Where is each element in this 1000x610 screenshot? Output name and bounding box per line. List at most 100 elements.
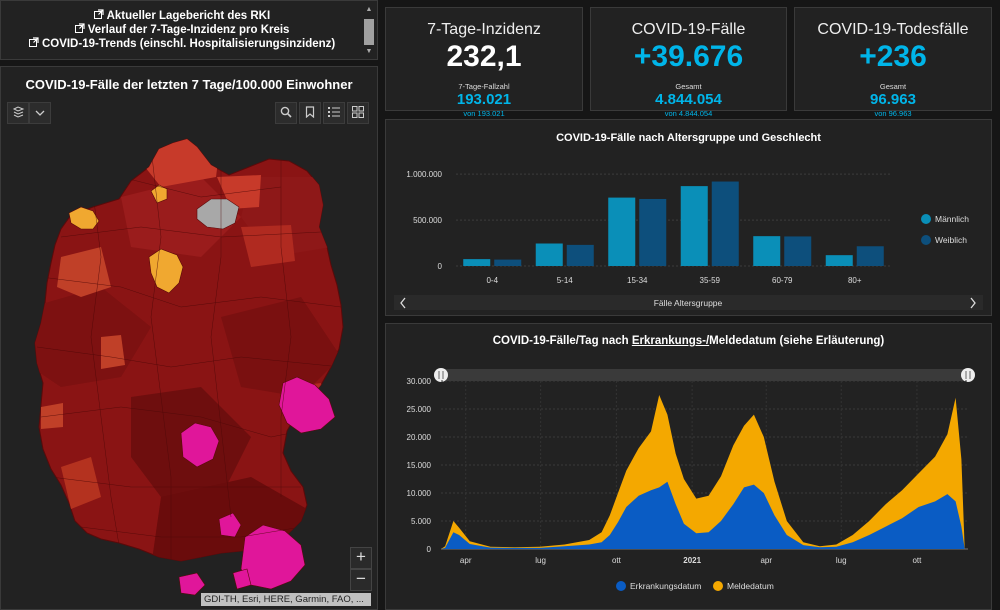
germany-map[interactable] — [1, 137, 377, 607]
bar-female-80+[interactable] — [856, 246, 884, 266]
x-tick-label: lug — [535, 556, 546, 565]
time-range-slider[interactable] — [438, 369, 970, 381]
link-covid-trends-label: COVID-19-Trends (einschl. Hospitalisieru… — [41, 38, 336, 51]
series-erkrankungsdatum-area[interactable] — [441, 481, 968, 549]
scroll-right-icon[interactable] — [970, 297, 976, 309]
x-tick-label: apr — [460, 556, 472, 565]
tode-von: von 96.963 — [874, 109, 912, 118]
age-chart-grid — [456, 173, 891, 267]
y-tick-label: 5.000 — [411, 517, 432, 526]
x-tick-label: lug — [836, 556, 847, 565]
age-chart-title: COVID-19-Fälle nach Altersgruppe und Ges… — [556, 132, 821, 144]
basemap-gallery-button[interactable] — [347, 102, 369, 124]
x-tick-label: 15-34 — [627, 276, 648, 285]
faelle-sub-label: Gesamt — [675, 82, 702, 91]
legend-male-label: Männlich — [935, 214, 969, 224]
bookmark-button[interactable] — [299, 102, 321, 124]
bar-female-35-59[interactable] — [711, 181, 739, 266]
faelle-label: COVID-19-Fälle — [631, 21, 746, 38]
link-covid-trends[interactable]: COVID-19-Trends (einschl. Hospitalisieru… — [1, 37, 363, 51]
y-tick-label: 20.000 — [407, 433, 432, 442]
map-panel: COVID-19-Fälle der letzten 7 Tage/100.00… — [0, 66, 378, 610]
stat-tode: COVID-19-Todesfälle +236 Gesamt 96.963 v… — [794, 7, 992, 118]
legend-female-label: Weiblich — [935, 235, 967, 245]
link-lagebericht[interactable]: Aktueller Lagebericht des RKI — [1, 9, 363, 23]
map-attribution[interactable]: GDI-TH, Esri, HERE, Garmin, FAO, ... — [201, 593, 371, 606]
age-chart-panel: COVID-19-Fälle nach Altersgruppe und Ges… — [385, 119, 992, 316]
legend-melde-label: Meldedatum — [727, 581, 774, 591]
layers-icon — [12, 105, 25, 121]
bar-female-0-4[interactable] — [494, 259, 522, 266]
external-link-icon — [28, 37, 39, 51]
time-title-prefix: COVID-19-Fälle/Tag nach — [492, 335, 632, 347]
time-chart-legend: Erkrankungsdatum Meldedatum — [616, 581, 774, 591]
tode-value: +236 — [859, 40, 927, 73]
x-tick-label: 80+ — [848, 276, 862, 285]
inzidenz-value: 232,1 — [446, 40, 522, 73]
x-tick-label: 5-14 — [557, 276, 574, 285]
zoom-out-button[interactable]: − — [350, 569, 372, 591]
slider-handle-left[interactable] — [434, 368, 448, 382]
links-list: Aktueller Lagebericht des RKI Verlauf de… — [1, 9, 363, 51]
link-lagebericht-label: Aktueller Lagebericht des RKI — [106, 10, 271, 23]
age-scrollbar[interactable] — [394, 295, 983, 310]
bar-male-60-79[interactable] — [753, 236, 781, 266]
time-title-link[interactable]: Erkrankungs-/ — [631, 335, 710, 347]
legend-button[interactable] — [323, 102, 345, 124]
faelle-value: +39.676 — [633, 40, 744, 73]
age-chart-ticks: 0 500.000 1.000.000 0-4 5-14 15-34 35-59 60-79 8… — [406, 170, 861, 285]
inzidenz-sub-value: 193.021 — [456, 91, 512, 108]
x-tick-label: ott — [912, 556, 922, 565]
scroll-up-icon[interactable]: ▲ — [365, 6, 373, 13]
y-tick-label: 25.000 — [407, 405, 432, 414]
x-tick-label: 0-4 — [486, 276, 498, 285]
bar-male-80+[interactable] — [825, 255, 853, 266]
bar-male-0-4[interactable] — [463, 259, 491, 266]
chevron-down-icon — [35, 106, 45, 120]
bar-male-5-14[interactable] — [535, 243, 563, 266]
legend-melde-marker — [713, 581, 723, 591]
x-tick-label: 2021 — [683, 556, 701, 565]
time-chart-panel: COVID-19-Fälle/Tag nach Erkrankungs-/ Mel… — [385, 323, 992, 610]
bar-male-35-59[interactable] — [680, 186, 708, 266]
bar-female-60-79[interactable] — [784, 236, 812, 266]
map-regions — [34, 138, 344, 596]
legend-male-marker — [921, 214, 931, 224]
map-title: COVID-19-Fälle der letzten 7 Tage/100.00… — [25, 77, 353, 92]
search-button[interactable] — [275, 102, 297, 124]
y-tick-label: 10.000 — [407, 489, 432, 498]
bar-female-15-34[interactable] — [639, 198, 667, 266]
link-inzidenz-verlauf[interactable]: Verlauf der 7-Tage-Inzidenz pro Kreis — [1, 23, 363, 37]
layer-list-button[interactable] — [7, 102, 29, 124]
time-chart-ticks: 0 5.000 10.000 15.000 20.000 25.000 30.000 apr l… — [407, 377, 923, 565]
external-link-icon — [93, 9, 104, 23]
faelle-sub-value: 4.844.054 — [655, 91, 722, 108]
tode-label: COVID-19-Todesfälle — [817, 21, 969, 38]
y-tick-label: 30.000 — [407, 377, 432, 386]
zoom-in-button[interactable]: + — [350, 547, 372, 569]
scrollbar-thumb[interactable] — [364, 19, 374, 45]
legend-erkrankung-marker — [616, 581, 626, 591]
y-tick-label: 15.000 — [407, 461, 432, 470]
bar-female-5-14[interactable] — [566, 244, 594, 266]
stat-faelle: COVID-19-Fälle +39.676 Gesamt 4.844.054 … — [590, 7, 787, 118]
tode-sub-value: 96.963 — [870, 91, 916, 108]
links-panel: Aktueller Lagebericht des RKI Verlauf de… — [0, 0, 378, 60]
legend-erkrankung-label: Erkrankungsdatum — [630, 581, 701, 591]
search-icon — [280, 106, 292, 121]
legend-female-marker — [921, 235, 931, 245]
time-chart-areas — [441, 395, 968, 549]
slider-handle-right[interactable] — [961, 368, 975, 382]
y-tick-label: 0 — [438, 262, 443, 271]
bar-male-15-34[interactable] — [608, 197, 636, 266]
inzidenz-label: 7-Tage-Inzidenz — [427, 21, 541, 38]
layer-dropdown-button[interactable] — [29, 102, 51, 124]
age-chart: 0 500.000 1.000.000 0-4 5-14 15-34 35-59 60-79 8… — [394, 170, 983, 310]
x-tick-label: apr — [760, 556, 772, 565]
age-chart-bars — [463, 181, 884, 266]
scroll-left-icon[interactable] — [400, 297, 406, 309]
scroll-down-icon[interactable]: ▼ — [365, 48, 373, 55]
inzidenz-von: von 193.021 — [463, 109, 505, 118]
stat-inzidenz: 7-Tage-Inzidenz 232,1 7-Tage-Fallzahl 19… — [385, 7, 583, 118]
links-scrollbar[interactable]: ▲ ▼ — [363, 5, 375, 57]
